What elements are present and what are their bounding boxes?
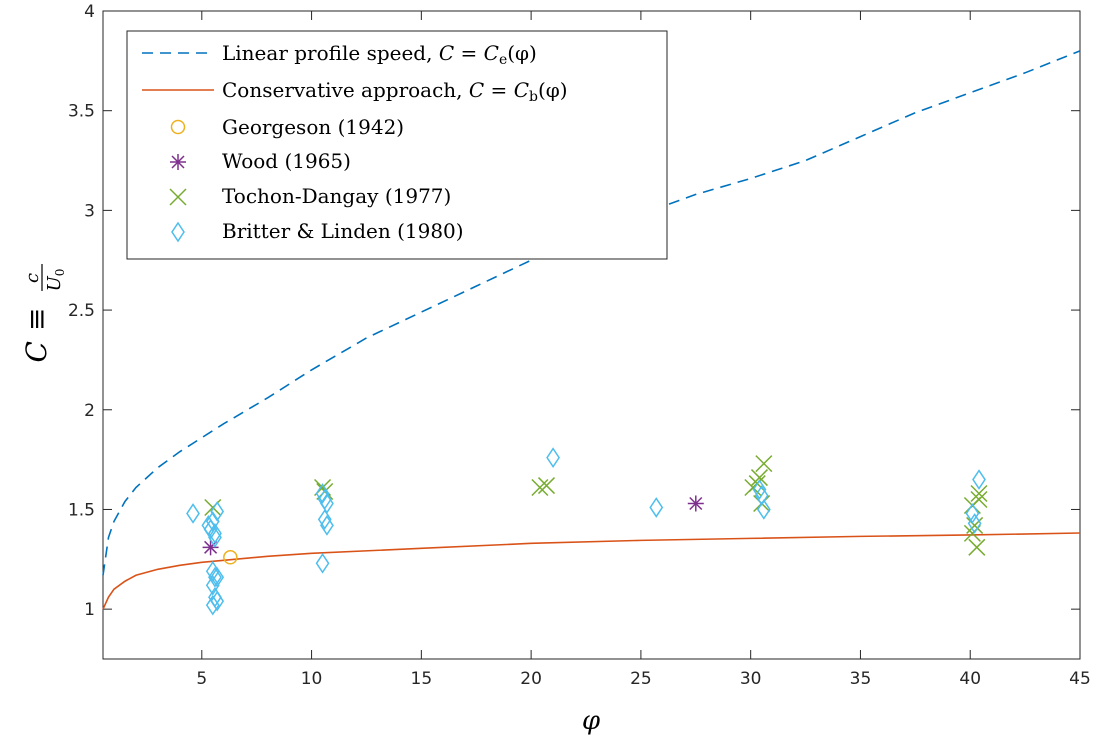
y-tick-label: 1 — [84, 600, 95, 620]
x-tick-label: 35 — [850, 669, 872, 689]
legend-linear-sub: e — [499, 52, 507, 68]
point-tochon-dangay-1977 — [970, 484, 988, 503]
x-tick-label: 10 — [301, 669, 323, 689]
legend-conservative-sym: C — [514, 78, 529, 102]
y-tick-label: 3 — [84, 201, 95, 221]
legend-linear-text: Linear profile speed, — [222, 41, 439, 65]
point-britter-linden-1980 — [756, 499, 771, 520]
y-tick-label: 2 — [84, 401, 95, 421]
legend-label-britter-linden: Britter & Linden (1980) — [222, 219, 464, 243]
point-tochon-dangay-1977 — [537, 477, 556, 495]
point-britter-linden-1980 — [186, 503, 200, 524]
point-tochon-dangay-1977 — [204, 498, 222, 517]
y-label-denominator: U — [44, 275, 65, 291]
legend-conservative-lhs: C — [469, 78, 484, 102]
legend-label-tochon-dangay: Tochon-Dangay (1977) — [222, 184, 451, 208]
point-britter-linden-1980 — [208, 566, 222, 588]
point-tochon-dangay-1977 — [531, 478, 549, 497]
point-britter-linden-1980 — [317, 509, 332, 530]
x-axis-label: φ — [582, 706, 601, 736]
legend-conservative-arg: (φ) — [538, 78, 568, 102]
point-britter-linden-1980 — [649, 497, 664, 518]
legend-marker-georgeson-1942 — [170, 119, 186, 135]
legend-conservative-text: Conservative approach, — [222, 78, 469, 102]
point-britter-linden-1980 — [967, 513, 982, 534]
legend-label-wood: Wood (1965) — [222, 149, 351, 173]
x-tick-label: 40 — [959, 669, 981, 689]
point-wood-1965 — [687, 495, 704, 512]
legend-linear-arg: (φ) — [507, 41, 537, 65]
point-britter-linden-1980 — [972, 469, 986, 490]
x-tick-label: 30 — [740, 669, 762, 689]
point-britter-linden-1980 — [210, 501, 225, 522]
point-tochon-dangay-1977 — [750, 469, 768, 487]
point-britter-linden-1980 — [208, 523, 222, 544]
point-britter-linden-1980 — [210, 566, 225, 588]
conservative-curve — [102, 532, 1081, 610]
legend-swatches — [142, 52, 214, 243]
y-tick-label: 2.5 — [68, 301, 95, 321]
legend-marker-tochon-dangay-1977 — [169, 188, 187, 206]
y-label-numerator: c — [22, 273, 43, 283]
point-britter-linden-1980 — [315, 483, 330, 504]
y-tick-label: 4 — [84, 2, 95, 22]
point-britter-linden-1980 — [210, 590, 225, 612]
legend-marker-wood-1965 — [170, 154, 186, 170]
x-axis: 5 10 15 20 25 30 35 40 45 — [196, 11, 1091, 689]
curves — [102, 50, 1081, 610]
legend-marker-britter-linden-1980 — [171, 221, 185, 243]
point-britter-linden-1980 — [320, 515, 334, 536]
legend: Linear profile speed, C = Ce(φ) Conserva… — [126, 30, 668, 260]
point-georgeson-1942 — [223, 550, 238, 565]
legend-label-conservative: Conservative approach, C = Cb(φ) — [222, 78, 568, 105]
y-axis: 1 1.5 2 2.5 3 3.5 4 — [68, 2, 1080, 620]
point-tochon-dangay-1977 — [968, 538, 986, 556]
point-britter-linden-1980 — [546, 447, 560, 468]
point-britter-linden-1980 — [205, 594, 220, 616]
y-tick-label: 1.5 — [68, 500, 95, 520]
point-britter-linden-1980 — [205, 574, 220, 596]
y-label-lhs: C — [20, 341, 53, 362]
x-tick-label: 25 — [630, 669, 652, 689]
y-axis-label: C≡ c U0 — [20, 264, 67, 362]
legend-conservative-sub: b — [529, 89, 538, 105]
legend-linear-sym: C — [484, 41, 499, 65]
x-tick-label: 15 — [411, 669, 433, 689]
svg-text:U0: U0 — [44, 269, 67, 292]
point-britter-linden-1980 — [752, 479, 767, 500]
legend-linear-eq: = — [454, 41, 483, 65]
point-britter-linden-1980 — [965, 503, 980, 524]
point-britter-linden-1980 — [315, 552, 330, 574]
point-britter-linden-1980 — [208, 527, 222, 548]
point-tochon-dangay-1977 — [755, 455, 773, 473]
legend-box — [126, 30, 668, 260]
point-tochon-dangay-1977 — [970, 490, 988, 509]
x-tick-label: 20 — [520, 669, 542, 689]
legend-label-linear: Linear profile speed, C = Ce(φ) — [222, 41, 537, 68]
y-tick-label: 3.5 — [68, 102, 95, 122]
data-points — [186, 447, 988, 616]
svg-text:C≡: C≡ — [20, 308, 53, 363]
y-label-denominator-sub: 0 — [53, 269, 67, 277]
y-label-equiv: ≡ — [20, 308, 53, 331]
x-tick-label: 45 — [1069, 669, 1091, 689]
linear-profile-curve — [102, 50, 1081, 576]
legend-linear-lhs: C — [439, 41, 454, 65]
legend-label-georgeson: Georgeson (1942) — [222, 115, 404, 139]
point-wood-1965 — [202, 539, 219, 556]
legend-conservative-eq: = — [484, 78, 513, 102]
x-tick-label: 5 — [196, 669, 207, 689]
